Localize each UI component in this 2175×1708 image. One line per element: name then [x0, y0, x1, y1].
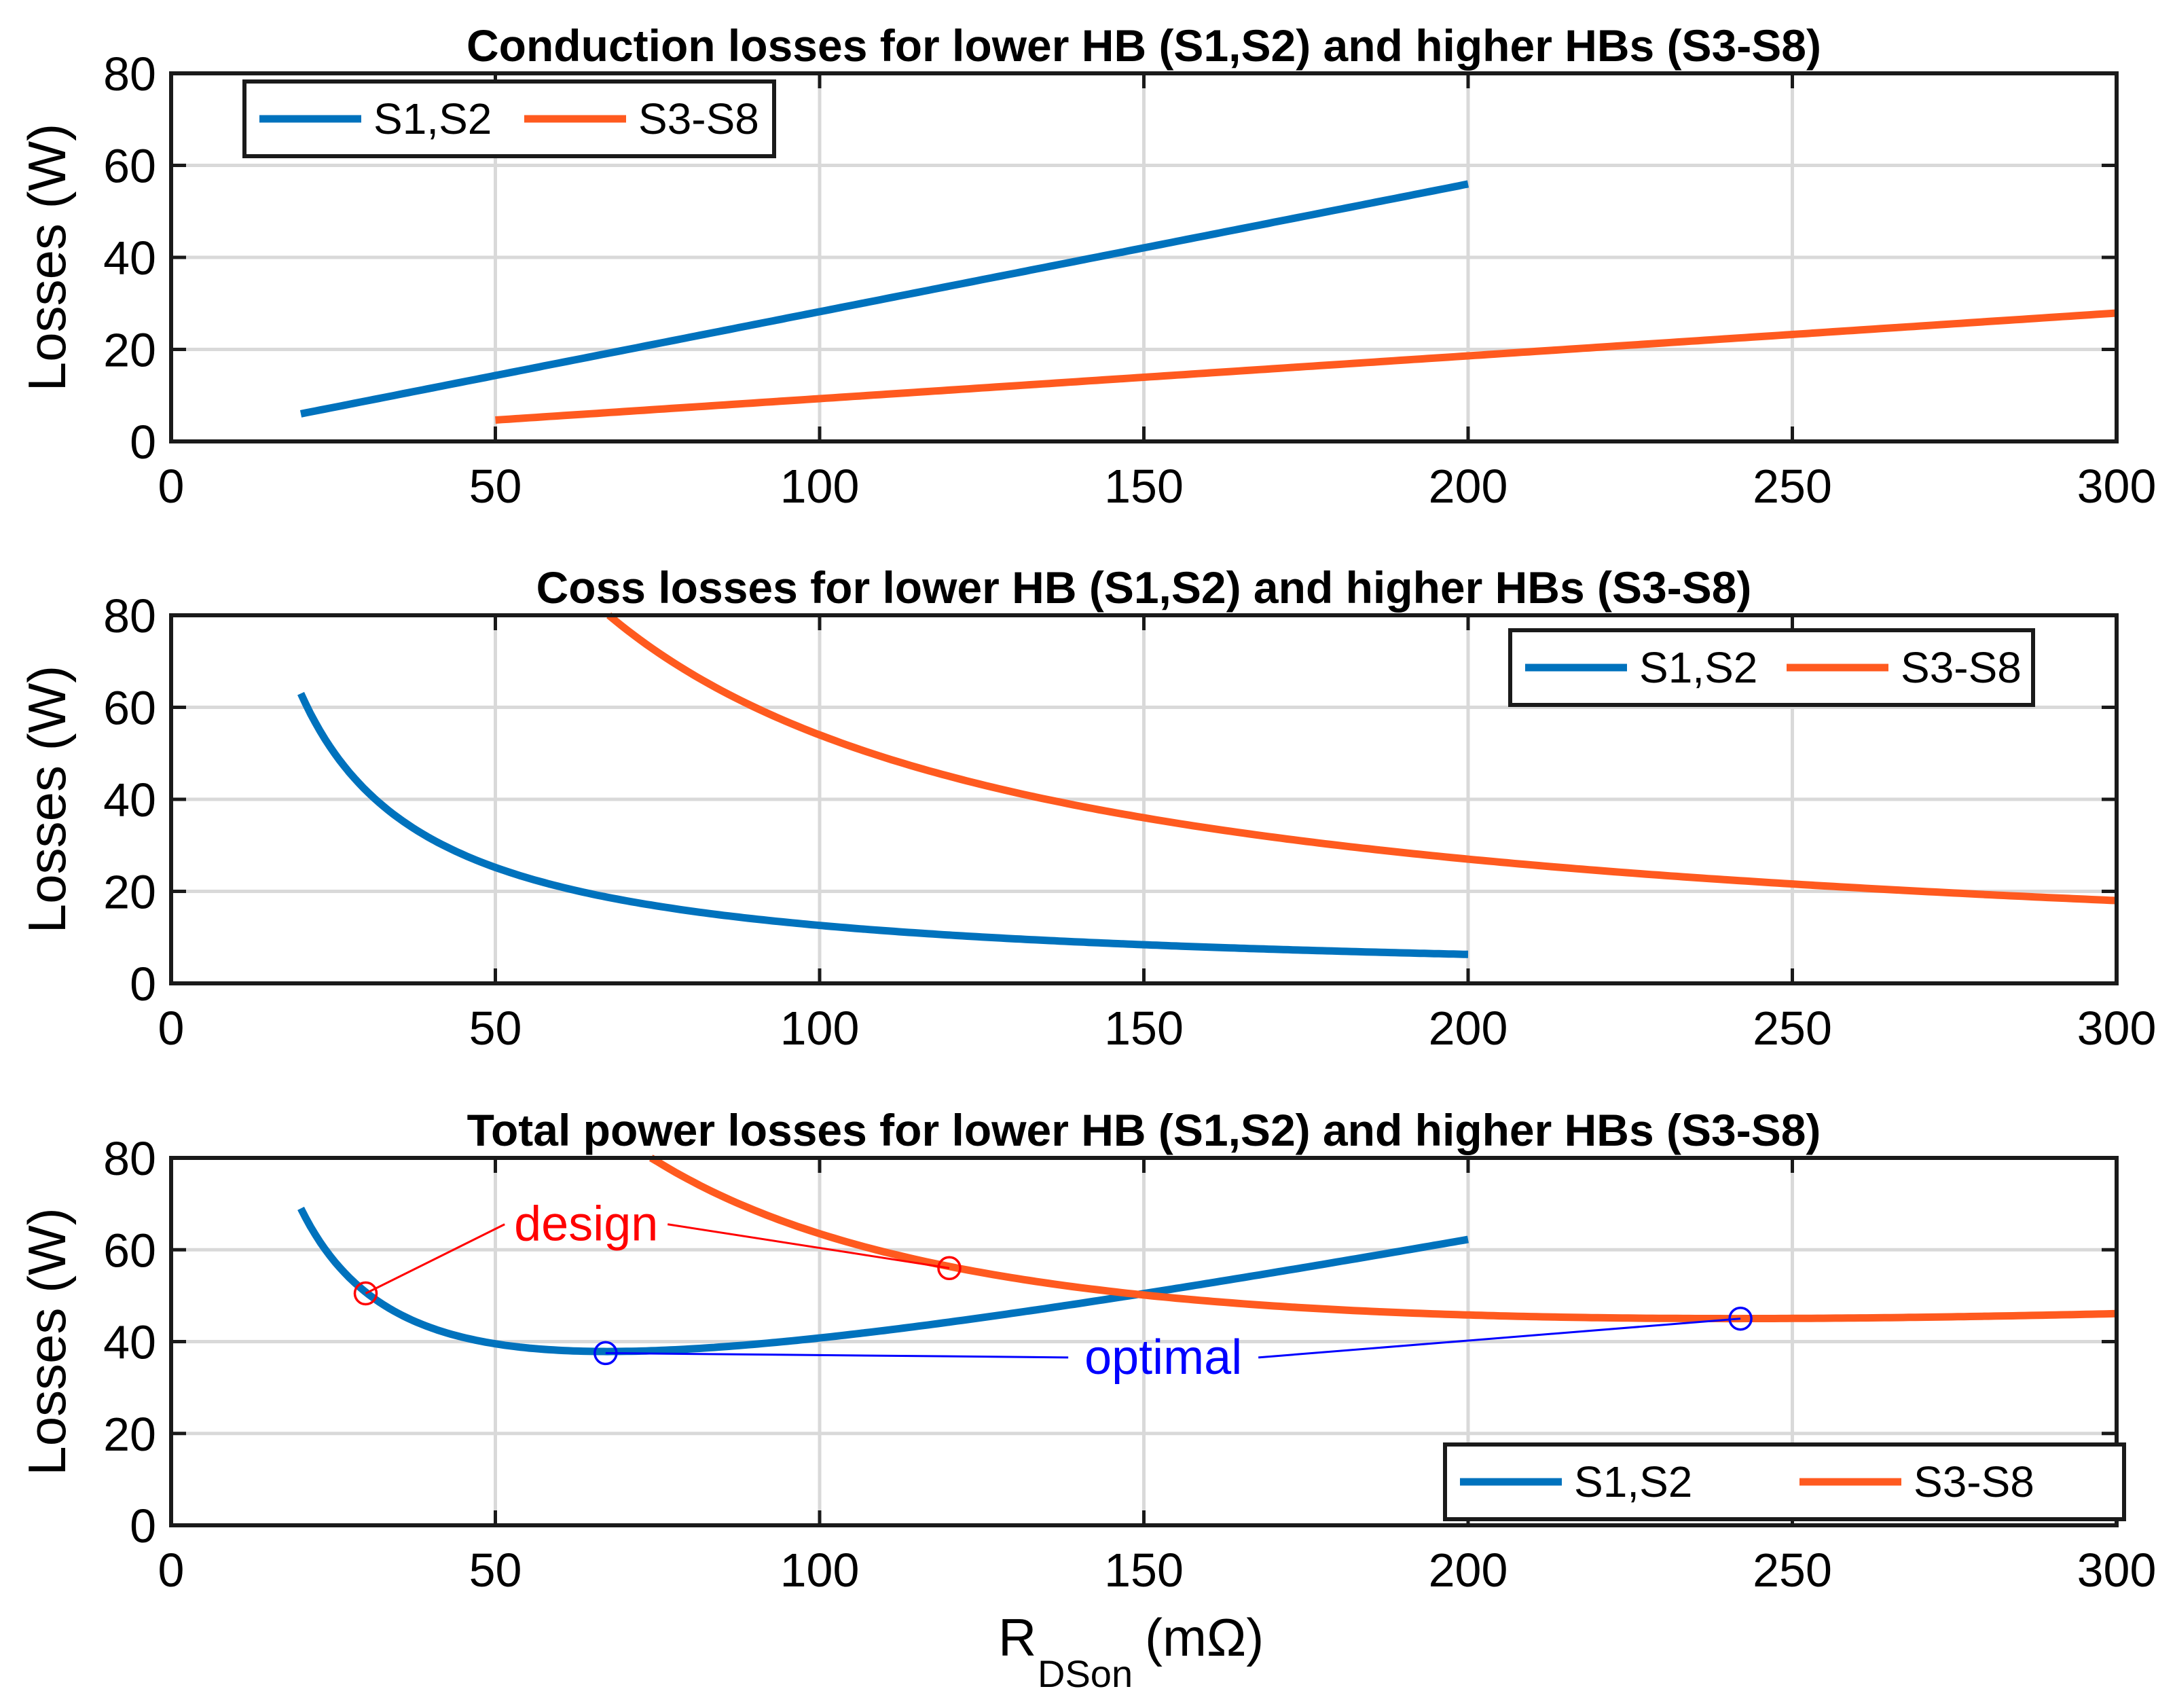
x-axis-label-unit: (mΩ)	[1145, 1607, 1264, 1667]
y-tick-label: 20	[103, 866, 156, 919]
annotation-optimal: optimal	[593, 1306, 1753, 1385]
x-tick-label: 0	[158, 1544, 185, 1597]
y-tick-label: 0	[130, 1500, 156, 1552]
series-lines	[297, 1155, 2117, 1356]
legend-label: S1,S2	[1639, 643, 1757, 692]
legend: S1,S2 S3-S8	[242, 79, 776, 158]
subplot-title: Total power losses for lower HB (S1,S2) …	[467, 1105, 1821, 1155]
x-tick-label: 50	[469, 1002, 522, 1055]
x-tick-label: 50	[469, 460, 522, 513]
y-tick-label: 0	[130, 416, 156, 469]
annotation-marker	[1728, 1306, 1753, 1331]
x-tick-label: 300	[2077, 1002, 2157, 1055]
x-axis-label: R DSon (mΩ)	[998, 1607, 1264, 1695]
y-tick-label: 80	[103, 48, 156, 101]
series-line-s3-s8	[606, 612, 2117, 905]
annotation-leader-line	[605, 1351, 1069, 1359]
ticks: 0 50 100 150 200 250 300 0 20 40 60 80	[103, 589, 2156, 1055]
x-tick-label: 100	[780, 460, 860, 513]
y-tick-label: 0	[130, 958, 156, 1011]
grid	[171, 1158, 2117, 1525]
annotation-marker	[353, 1281, 378, 1306]
subplot-1: Conduction losses for lower HB (S1,S2) a…	[17, 20, 2156, 513]
x-tick-label: 250	[1753, 1002, 1832, 1055]
subplot-2: Coss losses for lower HB (S1,S2) and hig…	[17, 562, 2156, 1055]
ticks: 0 50 100 150 200 250 300 0 20 40 60 80	[103, 1132, 2156, 1597]
ticks: 0 50 100 150 200 250 300 0 20 40 60 80	[103, 48, 2156, 513]
y-tick-label: 40	[103, 774, 156, 826]
x-tick-label: 100	[780, 1002, 860, 1055]
series-lines	[299, 180, 2117, 424]
x-tick-label: 150	[1104, 1002, 1184, 1055]
subplot-3: Total power losses for lower HB (S1,S2) …	[17, 1105, 2156, 1597]
y-tick-label: 40	[103, 1316, 156, 1369]
x-tick-label: 250	[1753, 460, 1832, 513]
x-tick-label: 200	[1429, 1544, 1508, 1597]
x-tick-label: 300	[2077, 1544, 2157, 1597]
y-axis-label: Losses (W)	[17, 666, 77, 933]
annotation-leader-line	[1258, 1318, 1741, 1359]
legend-label: S1,S2	[373, 94, 492, 143]
x-tick-label: 250	[1753, 1544, 1832, 1597]
x-tick-label: 0	[158, 460, 185, 513]
series-lines	[297, 612, 2117, 958]
x-axis-label-subscript: DSon	[1038, 1652, 1133, 1695]
x-tick-label: 150	[1104, 1544, 1184, 1597]
y-tick-label: 20	[103, 1408, 156, 1461]
annotation-leader-line	[365, 1223, 505, 1294]
subplot-title: Conduction losses for lower HB (S1,S2) a…	[467, 20, 1821, 71]
legend-label: S3-S8	[638, 94, 759, 143]
legend: S1,S2 S3-S8	[1443, 1442, 2126, 1521]
grid	[171, 615, 2117, 983]
x-tick-label: 100	[780, 1544, 860, 1597]
y-axis-label: Losses (W)	[17, 1207, 77, 1475]
x-tick-label: 200	[1429, 1002, 1508, 1055]
series-line-s1-s2	[297, 691, 1469, 958]
annotation-design: design	[353, 1197, 962, 1306]
y-tick-label: 40	[103, 232, 156, 285]
annotation-marker	[593, 1341, 618, 1366]
y-axis-label: Losses (W)	[17, 124, 77, 391]
y-tick-label: 60	[103, 1224, 156, 1277]
legend-label: S3-S8	[1914, 1457, 2034, 1506]
y-tick-label: 60	[103, 682, 156, 735]
x-axis-label-main: R	[998, 1607, 1036, 1667]
series-line-s1-s2	[297, 1206, 1469, 1356]
y-tick-label: 60	[103, 140, 156, 193]
series-line-s3-s8	[648, 1155, 2117, 1323]
x-tick-label: 300	[2077, 460, 2157, 513]
y-tick-label: 80	[103, 589, 156, 642]
x-tick-label: 150	[1104, 460, 1184, 513]
y-tick-label: 80	[103, 1132, 156, 1185]
legend-label: S3-S8	[1901, 643, 2022, 692]
y-tick-label: 20	[103, 324, 156, 377]
series-line-s1-s2	[299, 180, 1469, 418]
annotation-label: design	[514, 1197, 658, 1252]
subplots: Conduction losses for lower HB (S1,S2) a…	[17, 20, 2156, 1597]
x-tick-label: 0	[158, 1002, 185, 1055]
annotation-marker	[937, 1256, 962, 1281]
legend-label: S1,S2	[1574, 1457, 1692, 1506]
subplot-title: Coss losses for lower HB (S1,S2) and hig…	[536, 562, 1752, 613]
x-tick-label: 50	[469, 1544, 522, 1597]
series-line-s3-s8	[495, 309, 2117, 424]
annotation-label: optimal	[1084, 1330, 1242, 1385]
legend: S1,S2 S3-S8	[1508, 628, 2035, 707]
x-tick-label: 200	[1429, 460, 1508, 513]
annotation-leader-line	[667, 1223, 950, 1269]
grid	[171, 73, 2117, 441]
